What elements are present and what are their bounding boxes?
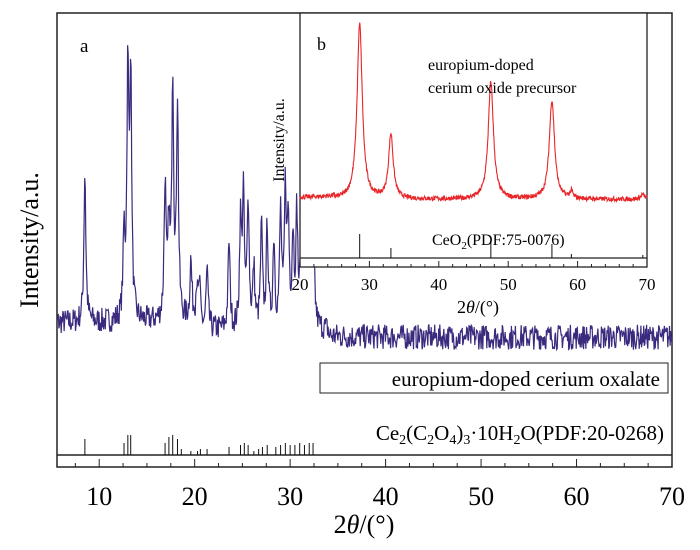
panel-a-x-axis-label-suffix: /(°) <box>359 510 394 539</box>
formula-subscript: 2 <box>513 433 520 448</box>
formula-text: O <box>434 421 449 445</box>
panel-a-reference-lines <box>84 435 314 455</box>
panel-b-frame <box>299 12 648 268</box>
panel-b-label: b <box>317 34 326 54</box>
panel-a-label: a <box>80 36 89 57</box>
panel-b-x-axis-label-theta: θ <box>466 297 475 317</box>
formula-text: (PDF:75-0076) <box>467 232 565 249</box>
panel-b-annotation-line-2: cerium oxide precursor <box>428 80 577 97</box>
panel-a: 10 20 30 40 50 60 70 a europium-doped cerium o… <box>15 12 685 539</box>
panel-a-x-ticks <box>74 459 673 467</box>
panel-a-x-axis-label: 2θ/(°) <box>334 510 395 539</box>
x-tick-label: 10 <box>86 482 112 511</box>
formula-subscript: 2 <box>399 433 406 448</box>
formula-text: O(PDF:20-0268) <box>520 421 664 445</box>
x-tick-label: 20 <box>182 482 208 511</box>
panel-b-y-axis-label: Intensity/a.u. <box>271 98 288 182</box>
panel-b-x-axis-label-prefix: 2 <box>457 297 466 317</box>
panel-a-legend-text: europium-doped cerium oxalate <box>392 367 660 391</box>
panel-a-legend-box <box>319 362 669 394</box>
x-tick-label: 50 <box>500 275 517 294</box>
x-tick-label: 60 <box>564 482 590 511</box>
panel-b-annotation-line-1: europium-doped <box>428 57 534 74</box>
formula-text: CeO <box>432 232 461 249</box>
panel-b-reference-lines <box>359 234 644 258</box>
x-tick-label: 30 <box>277 482 303 511</box>
panel-b-background <box>300 13 647 267</box>
panel-b-reference-label: CeO2(PDF:75-0076) <box>432 232 565 252</box>
x-tick-label: 20 <box>292 275 309 294</box>
panel-a-series-line <box>56 45 673 352</box>
panel-b-x-ticks <box>299 261 648 267</box>
formula-text: Ce <box>376 421 399 445</box>
panel-b: 20 30 40 50 60 70 b europium-doped cerium oxi… <box>271 12 656 318</box>
formula-text: (C <box>406 421 427 445</box>
formula-text: ·10H <box>470 421 513 445</box>
panel-a-x-axis-label-theta: θ <box>347 510 360 539</box>
panel-b-x-axis-label: 2θ/(°) <box>457 297 499 318</box>
panel-a-x-tick-labels: 10 20 30 40 50 60 70 <box>86 482 685 511</box>
formula-subscript: 3 <box>463 433 470 448</box>
x-tick-label: 50 <box>468 482 494 511</box>
formula-subscript: 2 <box>461 240 467 252</box>
x-tick-label: 30 <box>361 275 378 294</box>
panel-b-x-axis-label-suffix: /(°) <box>475 297 499 318</box>
x-tick-label: 40 <box>430 275 447 294</box>
formula-subscript: 2 <box>427 433 434 448</box>
x-tick-label: 70 <box>639 275 656 294</box>
panel-a-reference-label: Ce2(C2O4)3·10H2O(PDF:20-0268) <box>376 421 664 448</box>
panel-b-x-tick-labels: 20 30 40 50 60 70 <box>292 275 656 294</box>
x-tick-label: 70 <box>659 482 685 511</box>
panel-a-legend: europium-doped cerium oxalate <box>319 362 669 394</box>
x-tick-label: 60 <box>569 275 586 294</box>
x-tick-label: 40 <box>373 482 399 511</box>
formula-subscript: 4 <box>449 433 456 448</box>
panel-a-y-axis-label: Intensity/a.u. <box>15 172 44 308</box>
formula-text: ) <box>456 421 463 445</box>
panel-b-series-line <box>299 22 648 204</box>
panel-a-x-axis-label-prefix: 2 <box>334 510 347 539</box>
